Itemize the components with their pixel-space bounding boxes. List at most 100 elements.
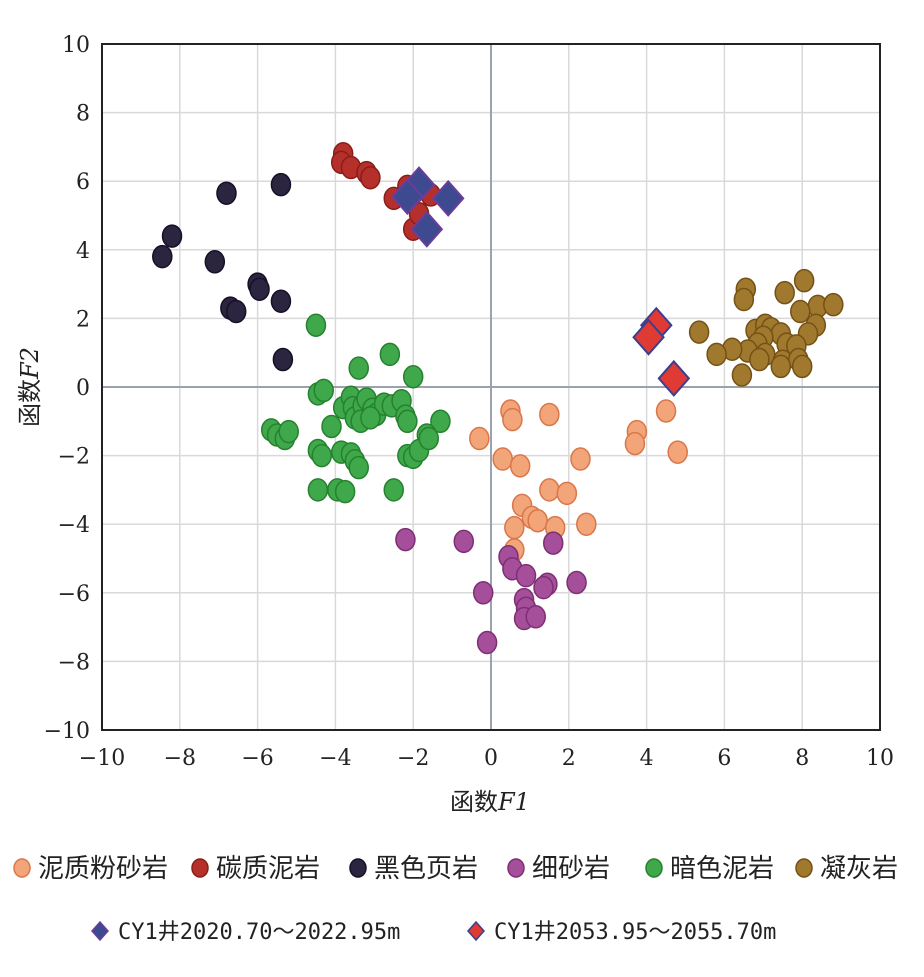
data-point	[402, 364, 424, 389]
legend: 泥质粉砂岩 碳质泥岩 黑色页岩 细砂岩 暗色泥岩 凝灰岩 CY1井2020.70～2022.…	[13, 854, 898, 945]
data-point	[749, 347, 770, 372]
y-tick-label: 0	[76, 376, 90, 401]
data-point	[476, 630, 498, 655]
data-point	[225, 299, 247, 324]
plot-frame	[101, 43, 881, 731]
legend-marker	[795, 858, 813, 878]
data-point	[733, 287, 755, 312]
data-point	[311, 443, 333, 468]
data-point	[542, 531, 564, 555]
data-point	[492, 447, 513, 471]
data-point	[469, 426, 490, 451]
data-point	[270, 289, 292, 313]
legend-marker	[191, 858, 209, 878]
data-point	[774, 280, 795, 305]
legend-marker	[13, 858, 31, 878]
data-point	[655, 399, 677, 423]
legend-item: 泥质粉砂岩	[13, 854, 168, 884]
data-point	[397, 409, 418, 434]
legend-item: 暗色泥岩	[645, 854, 774, 884]
y-tick-labels: 10 8 6 4 2 0 −2 −4 −6 −8 −10	[44, 33, 90, 744]
data-point	[270, 172, 292, 197]
data-point	[504, 515, 525, 540]
y-tick-label: −4	[58, 513, 90, 538]
data-point	[527, 509, 548, 533]
data-point	[790, 299, 811, 324]
data-point	[515, 563, 537, 588]
data-point	[556, 481, 578, 506]
data-point	[533, 575, 554, 600]
x-tick-label: 6	[717, 746, 731, 771]
legend-label: 黑色页岩	[374, 854, 478, 884]
legend-item: CY1井2053.95～2055.70m	[466, 920, 776, 945]
data-point	[706, 342, 727, 367]
y-tick-label: 8	[76, 102, 90, 127]
legend-label: 泥质粉砂岩	[38, 854, 168, 884]
legend-item: 细砂岩	[507, 854, 610, 884]
data-point	[823, 292, 844, 317]
x-tick-label: 2	[562, 746, 576, 771]
data-point-diamond	[391, 178, 424, 216]
legend-item: 凝灰岩	[795, 854, 898, 884]
data-point	[624, 431, 646, 456]
data-point	[430, 409, 451, 434]
data-point	[272, 347, 294, 372]
legend-item: 碳质泥岩	[191, 854, 320, 884]
data-point	[539, 478, 560, 502]
data-point	[348, 356, 369, 380]
legend-item: CY1井2020.70～2022.95m	[90, 920, 400, 945]
legend-label: CY1井2053.95～2055.70m	[494, 920, 776, 945]
y-axis-title: 函数F2	[16, 347, 44, 427]
x-tick-label: −8	[164, 746, 196, 771]
x-tick-labels: −10 −8 −6 −4 −2 0 2 4 6 8 10	[79, 746, 894, 771]
data-point	[161, 224, 183, 248]
y-tick-label: 10	[62, 33, 90, 58]
x-tick-label: −4	[319, 746, 351, 771]
data-point	[472, 581, 494, 605]
legend-marker	[90, 920, 110, 942]
y-tick-label: 4	[76, 239, 90, 264]
x-tick-label: 8	[795, 746, 809, 771]
y-tick-label: 2	[76, 307, 90, 332]
data-point	[348, 455, 369, 480]
x-tick-label: −6	[241, 746, 273, 771]
data-point	[360, 166, 381, 190]
data-point	[793, 268, 815, 293]
data-point	[566, 570, 587, 595]
y-tick-label: −2	[58, 445, 90, 470]
data-point	[204, 250, 226, 274]
legend-marker	[645, 858, 663, 878]
y-tick-label: −10	[44, 719, 90, 744]
data-point	[249, 277, 270, 301]
data-point	[791, 354, 813, 379]
axes	[102, 44, 880, 730]
data-point	[570, 447, 591, 471]
legend-marker	[507, 858, 525, 878]
legend-marker	[466, 920, 486, 942]
legend-label: 细砂岩	[532, 854, 610, 884]
data-point	[313, 378, 334, 403]
x-axis-title-prefix: 函数	[450, 788, 498, 816]
data-point-diamond	[657, 359, 691, 397]
legend-label: CY1井2020.70～2022.95m	[118, 920, 400, 945]
data-point	[383, 478, 404, 502]
data-point	[539, 402, 560, 427]
data-point	[379, 342, 401, 367]
legend-item: 黑色页岩	[349, 854, 478, 884]
legend-label: 凝灰岩	[820, 854, 898, 884]
data-point	[395, 527, 416, 552]
data-point	[688, 320, 710, 344]
legend-label: 暗色泥岩	[670, 854, 774, 884]
data-point	[770, 354, 792, 379]
x-axis-title-var: F1	[497, 788, 530, 816]
data-point-diamond	[632, 318, 665, 356]
data-point	[731, 363, 753, 387]
data-point	[525, 605, 546, 629]
data-point	[307, 478, 329, 502]
legend-label: 碳质泥岩	[216, 854, 320, 884]
data-point	[453, 529, 475, 554]
y-tick-label: −6	[58, 582, 90, 607]
y-axis-title-prefix: 函数	[16, 379, 44, 427]
y-tick-label: 6	[76, 170, 90, 195]
